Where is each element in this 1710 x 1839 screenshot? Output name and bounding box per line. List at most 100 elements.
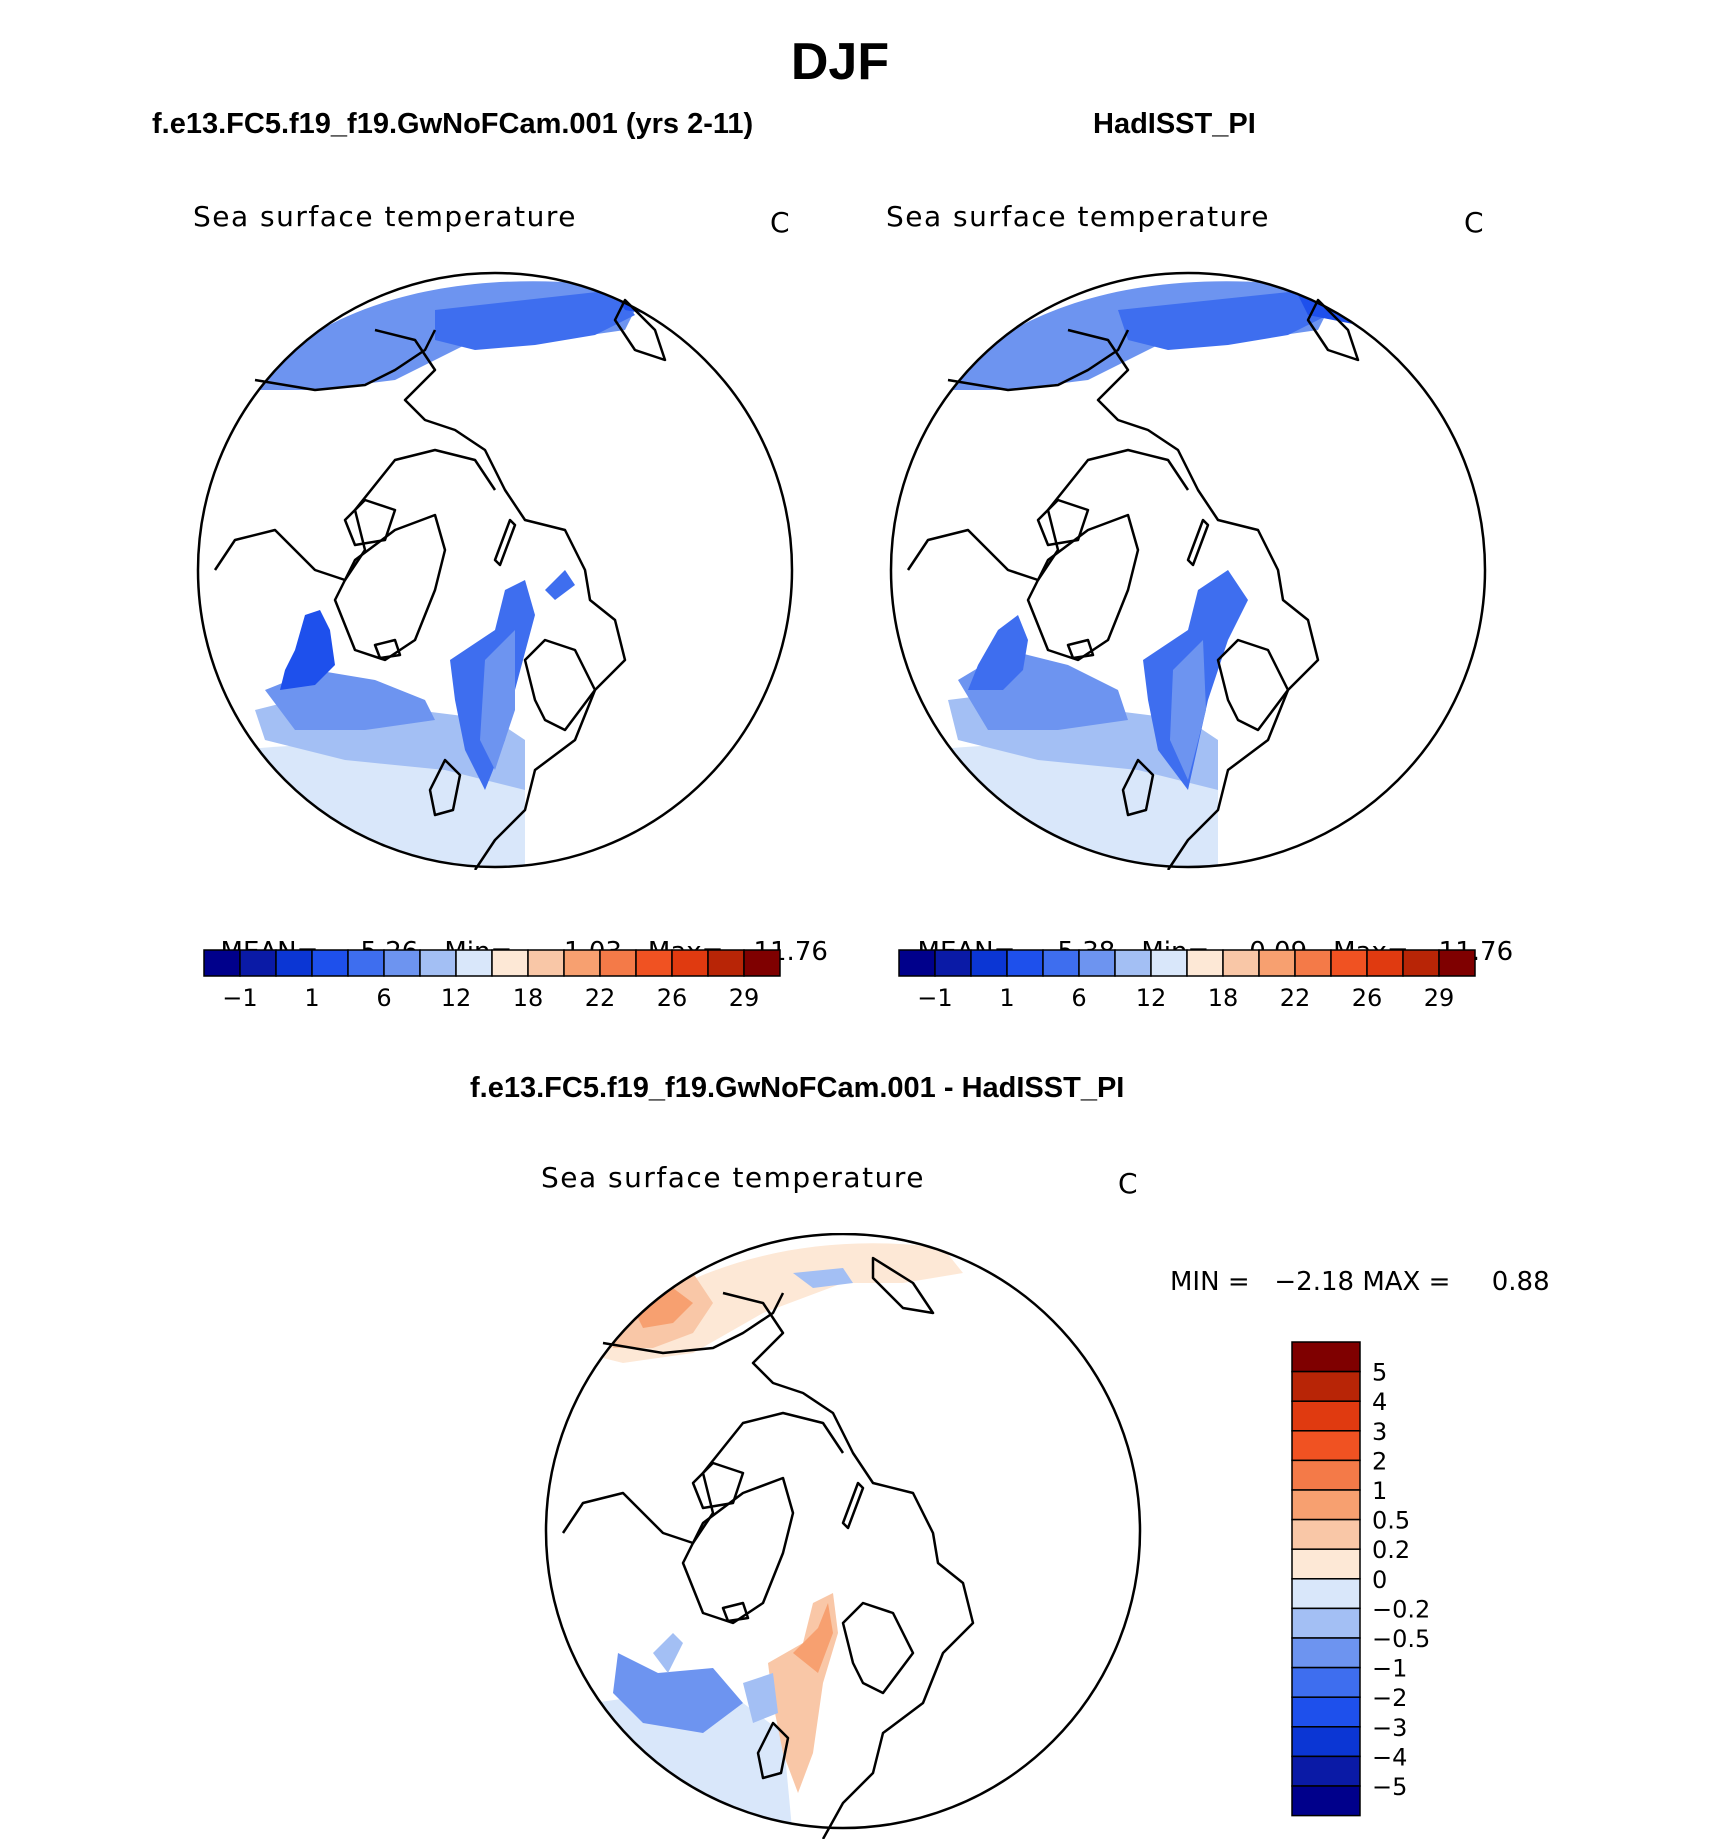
coastline-uk <box>756 1721 790 1780</box>
colorbar-tick-label: 1 <box>304 984 319 1012</box>
panel-title-diff: f.e13.FC5.f19_f19.GwNoFCam.001 - HadISST… <box>470 1072 1125 1104</box>
colorbar-tick-label: −4 <box>1372 1743 1407 1771</box>
colorbar-box <box>491 949 529 977</box>
colorbar-tick-label: −1 <box>1372 1655 1407 1683</box>
colorbar-box <box>1291 1666 1361 1698</box>
coastline-alaska <box>602 1292 785 1355</box>
colorbar-box <box>1291 1400 1361 1432</box>
coastline-alaska <box>254 329 437 392</box>
coastline-iceland <box>373 638 402 660</box>
colorbar-box <box>1291 1548 1361 1580</box>
sst-region-norwegian-warm <box>1170 640 1206 780</box>
coastline-kamchatka <box>871 1256 935 1315</box>
colorbar-box <box>1042 949 1080 977</box>
colorbar-box <box>1291 1430 1361 1462</box>
sst-colorbar-model: −1 1 6 12 18 22 26 29 <box>203 949 781 1012</box>
coastline-novaya-zemlya <box>1186 518 1210 567</box>
variable-label-model: Sea surface temperature <box>193 200 577 233</box>
sst-region-pacific-cold <box>435 290 635 350</box>
colorbar-tick-label: 0 <box>1372 1566 1387 1594</box>
diff-region-bering-cold <box>793 1268 853 1288</box>
diff-region-iceland-cold <box>743 1673 778 1723</box>
colorbar-tick-label: 26 <box>657 984 688 1012</box>
colorbar-tick-label: −3 <box>1372 1714 1407 1742</box>
colorbar-box <box>599 949 637 977</box>
colorbar-box <box>1186 949 1224 977</box>
colorbar-tick-label: 0.5 <box>1372 1507 1410 1535</box>
polar-map-difference <box>544 1233 1142 1839</box>
colorbar-box <box>347 949 385 977</box>
colorbar-tick-label: 6 <box>376 984 391 1012</box>
diff-region-pacific-hot <box>633 1288 693 1328</box>
colorbar-box <box>1291 1518 1361 1550</box>
sst-colorbar-obs: −1 1 6 12 18 22 26 29 <box>898 949 1476 1012</box>
coastline-canada <box>213 448 497 582</box>
coastline-greenland <box>1026 513 1140 662</box>
panel-title-obs: HadISST_PI <box>1093 108 1256 140</box>
colorbar-box <box>1294 949 1332 977</box>
map-boundary <box>196 271 794 869</box>
colorbar-box <box>455 949 493 977</box>
coastline-scandinavia <box>1216 638 1290 732</box>
colorbar-box <box>527 949 565 977</box>
colorbar-box <box>1150 949 1188 977</box>
colorbar-box <box>898 949 936 977</box>
colorbar-box <box>1291 1637 1361 1669</box>
colorbar-box <box>1078 949 1116 977</box>
page-title: DJF <box>790 33 890 91</box>
colorbar-box <box>671 949 709 977</box>
units-label-diff: C <box>1118 1167 1138 1200</box>
coastline-baffin <box>1036 498 1090 547</box>
colorbar-box <box>1291 1696 1361 1728</box>
units-label-obs: C <box>1464 206 1484 239</box>
colorbar-box <box>1291 1370 1361 1402</box>
colorbar-tick-label: −2 <box>1372 1684 1407 1712</box>
colorbar-box <box>203 949 241 977</box>
colorbar-box <box>1222 949 1260 977</box>
coastline-iceland <box>1066 638 1095 660</box>
polar-map-model <box>196 271 794 870</box>
colorbar-box <box>1114 949 1152 977</box>
coastline-baffin <box>691 1461 745 1510</box>
coastline-asia <box>1067 328 1320 870</box>
diff-region-norwegian-hot <box>793 1603 833 1673</box>
coastline-greenland <box>333 513 447 662</box>
colorbar-tick-label: −0.5 <box>1372 1625 1430 1653</box>
sst-region-norwegian-warm <box>480 630 515 770</box>
coastline-asia <box>722 1291 975 1839</box>
colorbar-box <box>635 949 673 977</box>
colorbar-tick-label: −0.2 <box>1372 1595 1430 1623</box>
colorbar-tick-label: 29 <box>729 984 760 1012</box>
coastline-scandinavia <box>523 638 597 732</box>
coastline-iceland <box>721 1601 750 1623</box>
colorbar-box <box>934 949 972 977</box>
minmax-diff: MIN = −2.18 MAX = 0.88 <box>1170 1267 1550 1297</box>
colorbar-tick-label: 6 <box>1071 984 1086 1012</box>
map-boundary <box>544 1233 1142 1830</box>
panel-title-model: f.e13.FC5.f19_f19.GwNoFCam.001 (yrs 2-11… <box>152 108 754 140</box>
colorbar-box <box>419 949 457 977</box>
colorbar-tick-label: 1 <box>1372 1477 1387 1505</box>
coastline-kamchatka <box>1306 298 1360 362</box>
colorbar-box <box>970 949 1008 977</box>
colorbar-tick-label: 22 <box>585 984 616 1012</box>
sst-region-labrador <box>280 610 335 690</box>
colorbar-tick-label: 2 <box>1372 1447 1387 1475</box>
colorbar-tick-label: 0.2 <box>1372 1536 1410 1564</box>
colorbar-box <box>275 949 313 977</box>
colorbar-tick-label: 3 <box>1372 1418 1387 1446</box>
colorbar-tick-label: 18 <box>1208 984 1239 1012</box>
colorbar-tick-label: 12 <box>441 984 472 1012</box>
colorbar-box <box>1258 949 1296 977</box>
sst-region-barents <box>545 570 575 600</box>
diff-region-labrador <box>653 1633 683 1673</box>
coastline-uk <box>428 758 462 817</box>
coastline-canada <box>906 448 1190 582</box>
colorbar-box <box>1402 949 1440 977</box>
colorbar-tick-label: 18 <box>513 984 544 1012</box>
units-label-model: C <box>770 206 790 239</box>
colorbar-box <box>1291 1489 1361 1521</box>
coastline-novaya-zemlya <box>493 518 517 567</box>
colorbar-box <box>1291 1785 1361 1817</box>
